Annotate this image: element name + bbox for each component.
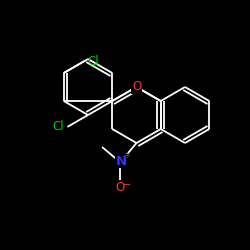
Text: O: O: [116, 181, 125, 194]
Text: Cl: Cl: [87, 54, 99, 68]
Text: N: N: [116, 155, 127, 168]
Text: −: −: [123, 180, 131, 190]
Text: Cl: Cl: [53, 120, 64, 134]
Text: +: +: [124, 151, 131, 160]
Text: O: O: [132, 80, 141, 94]
